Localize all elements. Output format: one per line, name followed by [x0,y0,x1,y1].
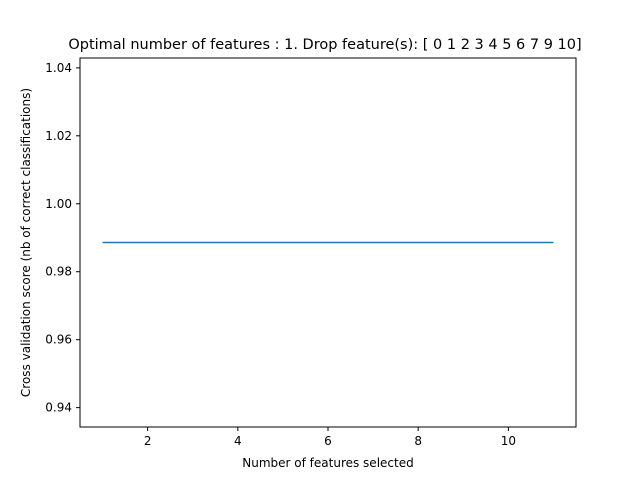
x-tick-label: 8 [414,434,422,448]
ticks: 2 4 6 8 10 0.94 0.96 0.98 1.00 1.02 1.04 [45,61,516,448]
x-tick-label: 2 [144,434,152,448]
axes-frame [79,57,577,428]
y-tick-label: 0.96 [45,333,72,347]
y-tick-label: 1.04 [45,61,72,75]
chart-title: Optimal number of features : 1. Drop fea… [68,37,581,53]
y-tick-label: 0.98 [45,265,72,279]
x-axis-label: Number of features selected [242,456,413,470]
y-tick-label: 1.00 [45,197,72,211]
x-tick-label: 4 [234,434,242,448]
y-axis-label: Cross validation score (nb of correct cl… [19,88,33,397]
x-tick-label: 10 [501,434,516,448]
y-tick-label: 1.02 [45,129,72,143]
y-tick-label: 0.94 [45,401,72,415]
x-tick-label: 6 [324,434,332,448]
